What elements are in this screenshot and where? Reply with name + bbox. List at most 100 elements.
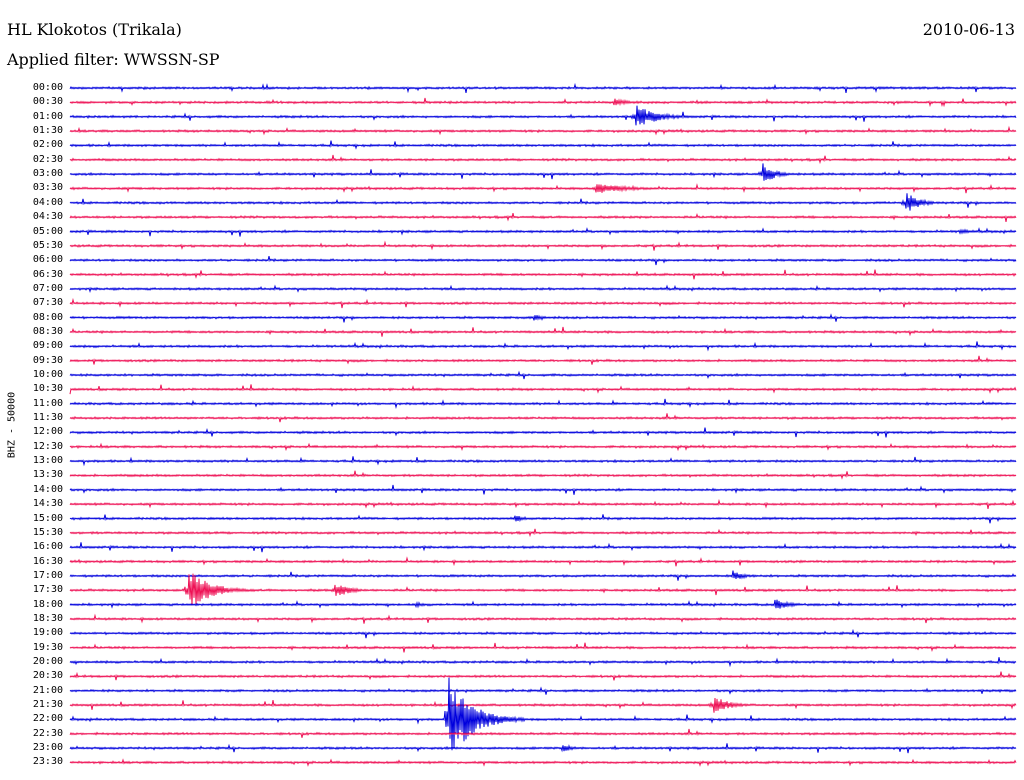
trace-line — [69, 341, 1017, 352]
trace-line — [69, 398, 1017, 409]
row-label: 23:00 — [32, 742, 63, 754]
row-label: 17:00 — [32, 569, 63, 581]
row-label: 08:30 — [32, 325, 63, 337]
row-label: 08:00 — [32, 311, 63, 323]
row-label: 01:30 — [32, 125, 63, 137]
trace-line — [69, 269, 1017, 280]
trace-line — [69, 313, 1017, 323]
row-label: 17:30 — [32, 584, 63, 596]
trace-line — [69, 498, 1017, 509]
trace-line — [69, 105, 1017, 126]
row-label: 12:00 — [32, 426, 63, 438]
row-label: 21:30 — [32, 699, 63, 711]
row-label: 02:30 — [32, 153, 63, 165]
row-label: 13:30 — [32, 469, 63, 481]
trace-line — [69, 163, 1017, 181]
trace-line — [69, 628, 1017, 639]
row-label: 07:30 — [32, 297, 63, 309]
trace-line — [69, 297, 1017, 309]
trace-line — [69, 470, 1017, 480]
row-label: 20:00 — [32, 656, 63, 667]
trace-line — [69, 657, 1017, 668]
row-label: 18:00 — [32, 598, 63, 610]
trace-line — [69, 599, 1017, 609]
trace-line — [69, 140, 1017, 150]
row-label: 04:30 — [32, 211, 63, 223]
row-label: 09:30 — [32, 354, 63, 366]
row-label: 11:00 — [32, 397, 63, 409]
station-title: HL Klokotos (Trikala) — [7, 20, 182, 39]
trace-line — [69, 326, 1017, 337]
trace-line — [69, 240, 1017, 251]
trace-line — [69, 542, 1017, 553]
trace-line — [69, 686, 1017, 695]
row-label: 09:00 — [32, 340, 63, 352]
row-label: 16:00 — [32, 541, 63, 553]
trace-line — [69, 743, 1017, 754]
trace-line — [69, 573, 1017, 606]
row-label: 01:00 — [32, 110, 63, 122]
row-label: 20:30 — [32, 670, 63, 682]
trace-line — [69, 514, 1017, 524]
row-label: 04:00 — [32, 196, 63, 208]
trace-line — [69, 355, 1017, 365]
trace-line — [69, 384, 1017, 395]
row-label: 18:30 — [32, 612, 63, 624]
trace-line — [69, 556, 1017, 567]
row-label: 16:30 — [32, 555, 63, 567]
row-label: 00:00 — [32, 82, 63, 93]
row-label: 10:00 — [32, 369, 63, 380]
row-label: 06:30 — [32, 268, 63, 280]
trace-line — [69, 125, 1017, 136]
row-label: 07:00 — [32, 282, 63, 294]
row-label: 03:00 — [32, 168, 63, 180]
row-label: 10:30 — [32, 383, 63, 395]
date-label: 2010-06-13 — [922, 20, 1015, 39]
trace-line — [69, 456, 1017, 467]
trace-line — [69, 442, 1017, 452]
row-label: 21:00 — [32, 684, 63, 696]
trace-line — [69, 183, 1017, 194]
trace-line — [69, 193, 1017, 211]
trace-line — [69, 570, 1017, 581]
row-label: 14:00 — [32, 483, 63, 495]
row-label: 19:30 — [32, 641, 63, 653]
trace-line — [69, 427, 1017, 438]
row-label: 13:00 — [32, 455, 63, 467]
trace-line — [69, 728, 1017, 738]
row-label: 12:30 — [32, 440, 63, 452]
trace-line — [69, 284, 1017, 294]
trace-line — [69, 671, 1017, 681]
row-label: 05:00 — [32, 225, 63, 237]
trace-line — [69, 82, 1017, 94]
row-label: 23:30 — [32, 756, 63, 768]
trace-line — [69, 154, 1017, 165]
trace-line — [69, 642, 1017, 653]
trace-line — [69, 97, 1017, 108]
trace-line — [69, 528, 1017, 538]
trace-line — [69, 413, 1017, 423]
trace-line — [69, 697, 1017, 713]
row-label: 03:30 — [32, 182, 63, 194]
row-label: 02:00 — [32, 139, 63, 151]
trace-line — [69, 255, 1017, 266]
filter-label: Applied filter: WWSSN-SP — [7, 50, 220, 69]
trace-line — [69, 370, 1017, 380]
row-label: 00:30 — [32, 96, 63, 108]
row-label: 14:30 — [32, 498, 63, 510]
row-label: 15:00 — [32, 512, 63, 524]
trace-line — [69, 212, 1017, 222]
trace-line — [69, 613, 1017, 624]
trace-line — [69, 484, 1017, 495]
trace-line — [69, 758, 1017, 767]
row-label: 22:00 — [32, 713, 63, 725]
trace-line — [69, 227, 1017, 237]
row-label: 11:30 — [32, 412, 63, 424]
row-label: 06:00 — [32, 254, 63, 266]
row-label: 19:00 — [32, 627, 63, 639]
row-label: 15:30 — [32, 526, 63, 538]
row-label: 05:30 — [32, 239, 63, 251]
trace-line — [69, 677, 1017, 751]
row-label: 22:30 — [32, 727, 63, 739]
